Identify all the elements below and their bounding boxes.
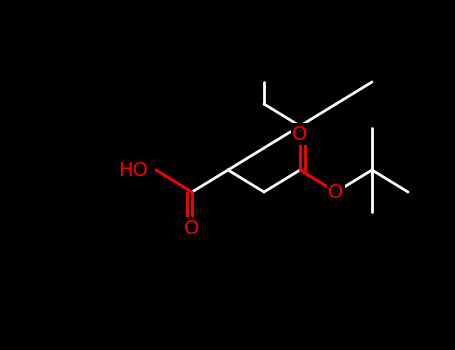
Text: O: O xyxy=(329,182,344,202)
Text: O: O xyxy=(184,218,200,238)
Text: O: O xyxy=(292,125,308,144)
Text: HO: HO xyxy=(118,161,148,180)
